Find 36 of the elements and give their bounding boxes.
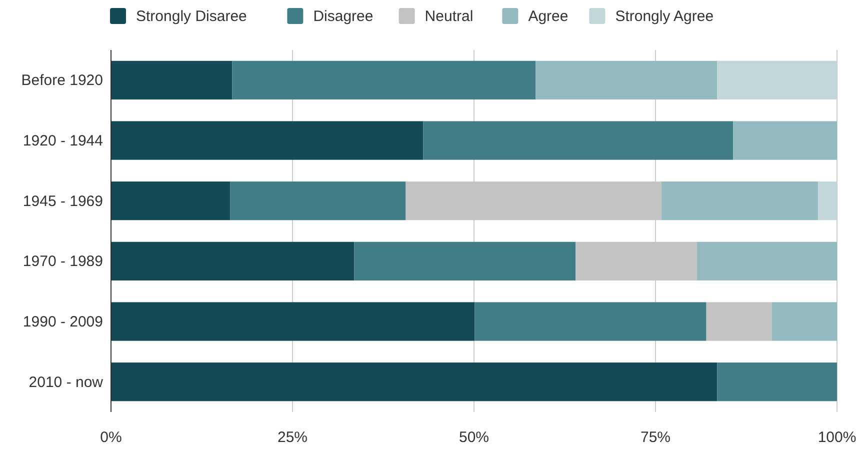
bar: [354, 242, 576, 280]
bar: [111, 182, 230, 220]
bar: [111, 121, 424, 160]
bar: [717, 362, 837, 402]
bar: [706, 302, 772, 341]
bar: [818, 182, 837, 220]
bar: [717, 60, 837, 100]
y-tick-label: 2010 - now: [28, 374, 104, 391]
legend-label: Agree: [528, 8, 568, 25]
x-tick-label: 50%: [458, 429, 490, 446]
x-tick-label: 100%: [818, 429, 856, 446]
bar: [772, 302, 837, 341]
bar: [474, 302, 706, 341]
x-tick-label: 0%: [100, 429, 122, 446]
bar: [111, 60, 232, 100]
legend-label: Neutral: [424, 8, 474, 25]
y-tick-label: 1990 - 2009: [22, 314, 103, 330]
bar: [111, 242, 354, 280]
bar: [111, 362, 718, 402]
bar: [536, 60, 718, 100]
bar: [733, 121, 837, 160]
bar: [661, 182, 818, 220]
bar: [232, 60, 536, 100]
legend-label: Disagree: [313, 8, 374, 25]
bar: [423, 121, 734, 160]
x-tick-label: 25%: [277, 429, 308, 446]
y-tick-label: Before 1920: [21, 72, 103, 90]
y-tick-label: 1945 - 1969: [22, 192, 103, 210]
bar: [696, 242, 837, 280]
bar: [230, 182, 406, 220]
bar: [111, 302, 475, 341]
legend-label: Strongly Agree: [615, 8, 714, 25]
legend-label: Strongly Disaree: [136, 8, 247, 25]
y-tick-label: 1920 - 1944: [22, 132, 103, 150]
x-tick-label: 75%: [640, 429, 671, 446]
y-tick-label: 1970 - 1989: [22, 253, 103, 270]
